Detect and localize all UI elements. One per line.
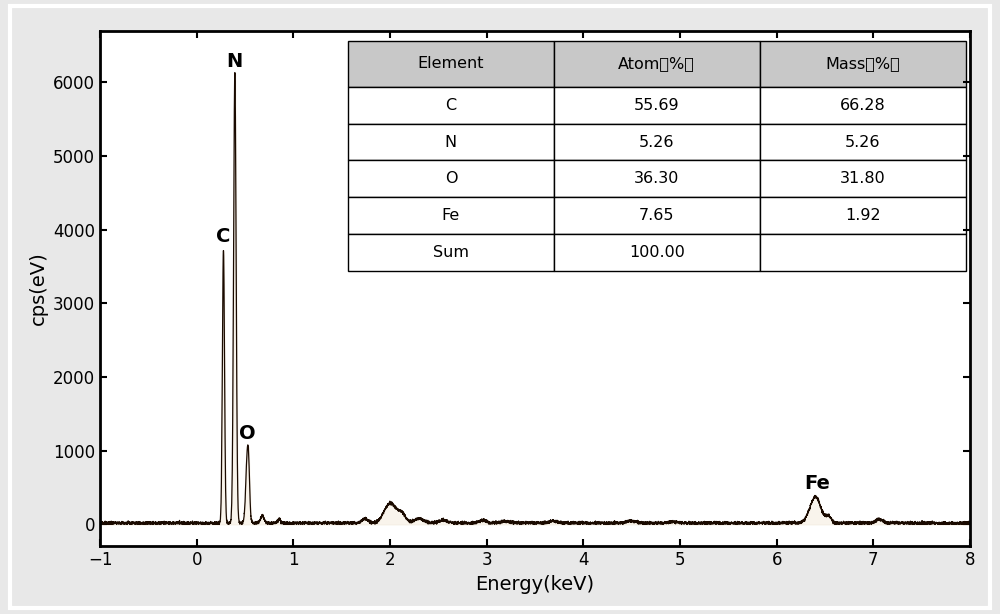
X-axis label: Energy(keV): Energy(keV) (475, 575, 595, 594)
Text: Fe: Fe (804, 473, 830, 492)
Text: O: O (239, 424, 256, 443)
Text: N: N (227, 52, 243, 71)
Text: C: C (216, 227, 231, 246)
Y-axis label: cps(eV): cps(eV) (28, 252, 47, 325)
